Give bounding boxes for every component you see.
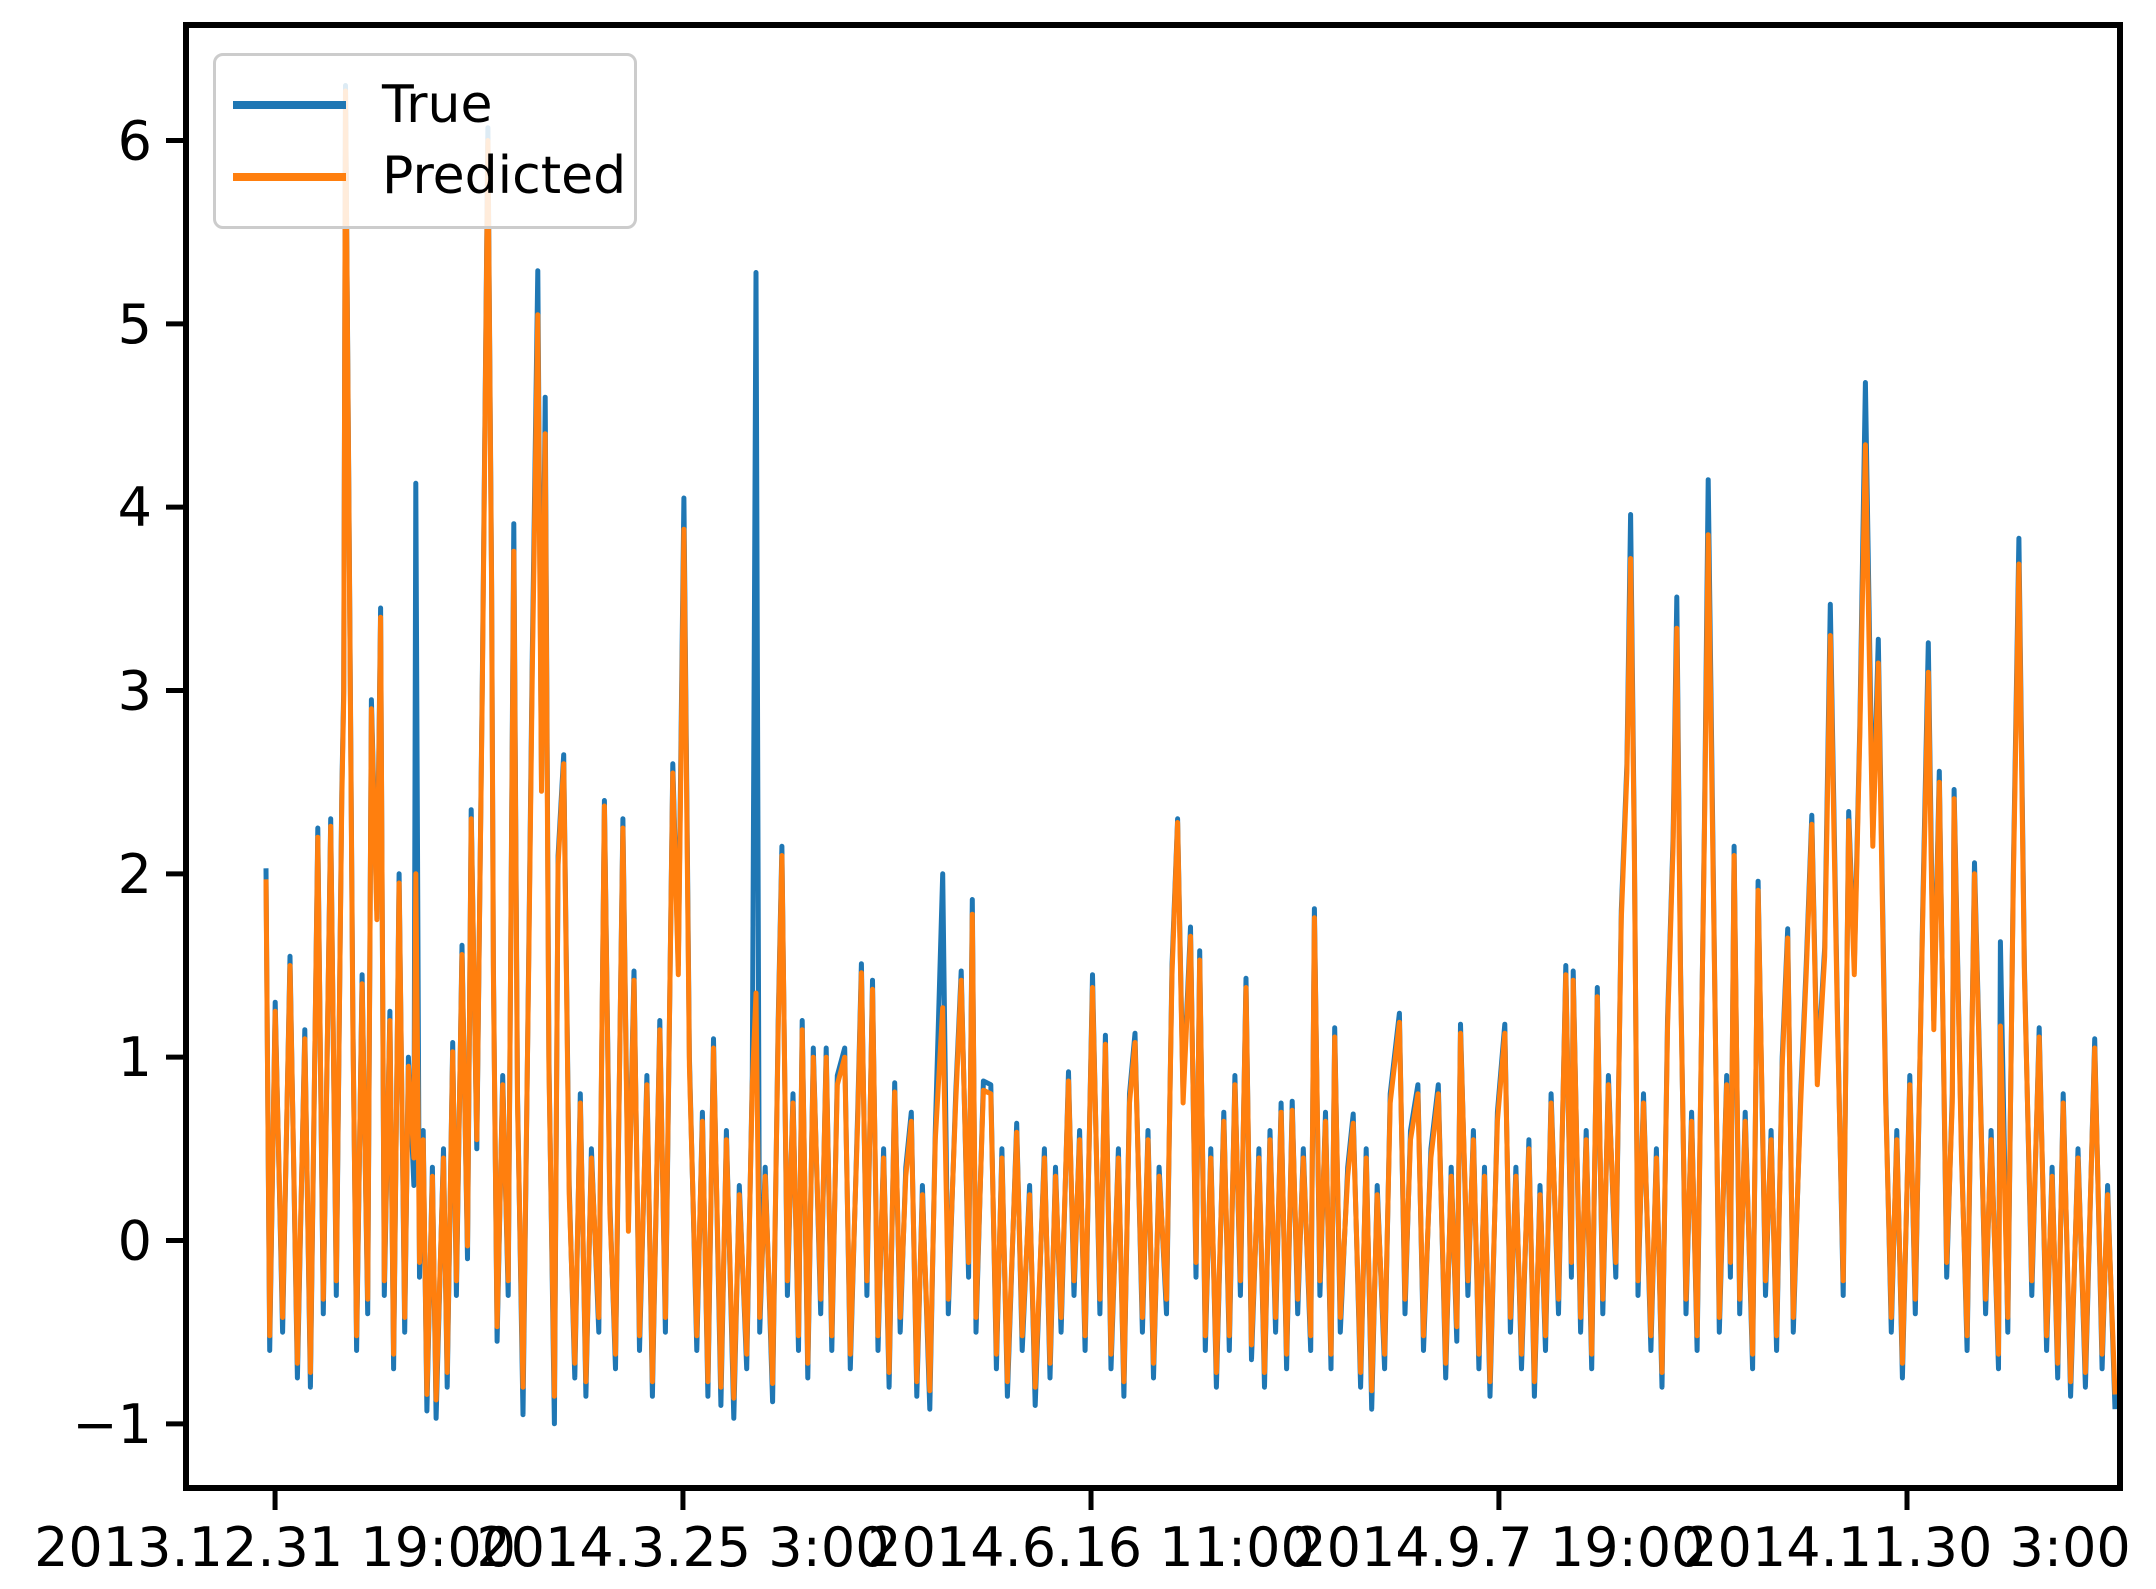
true-line-swatch	[233, 101, 346, 110]
legend-item-predicted: Predicted	[233, 146, 634, 206]
y-tick-label: 2	[118, 843, 152, 906]
y-tick-label: 3	[118, 660, 152, 723]
series-predicted-line	[263, 88, 2118, 1403]
legend-label-predicted: Predicted	[382, 146, 627, 206]
y-tick-label: 6	[118, 110, 152, 173]
y-tick-label: 5	[118, 293, 152, 356]
x-tick-label: 2014.6.16 11:00	[867, 1516, 1315, 1579]
predicted-line-swatch	[233, 172, 346, 181]
legend: True Predicted	[213, 53, 637, 229]
legend-label-true: True	[382, 74, 493, 135]
x-tick-label: 2014.9.7 19:00	[1292, 1516, 1705, 1579]
legend-item-true: True	[233, 74, 634, 135]
y-tick-label: 1	[118, 1026, 152, 1089]
x-tick-label: 2013.12.31 19:00	[34, 1516, 516, 1579]
plot-border	[183, 22, 2123, 1491]
y-tick-label: −1	[72, 1393, 152, 1456]
y-tick-label: 4	[118, 476, 152, 539]
x-tick-label: 2014.11.30 3:00	[1683, 1516, 2131, 1579]
y-tick-label: 0	[118, 1210, 152, 1273]
x-tick-label: 2014.3.25 3:00	[476, 1516, 889, 1579]
